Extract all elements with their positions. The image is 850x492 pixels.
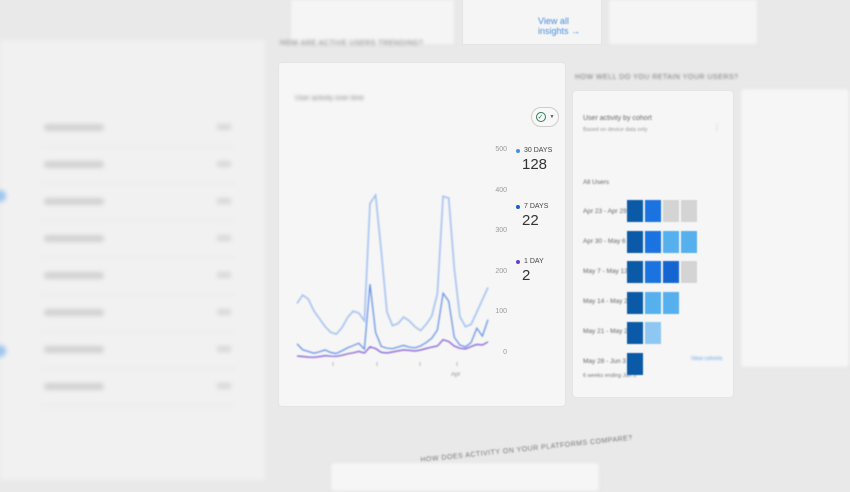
sidebar-item[interactable] (40, 332, 235, 369)
cohort-title: User activity by cohort (583, 115, 652, 122)
sidebar-item[interactable] (40, 369, 235, 406)
y-tick: 500 (495, 146, 507, 153)
cohort-footer: 6 weeks ending Jun 3 (583, 373, 637, 379)
y-tick: 0 (503, 349, 507, 356)
cohort-cell[interactable] (645, 200, 661, 222)
legend-value: 22 (522, 212, 539, 229)
cohort-cell[interactable] (645, 261, 661, 283)
cohort-row-label: Apr 30 - May 6 (583, 238, 626, 245)
indicator-dot (0, 190, 6, 202)
link-label: View all insights (538, 16, 569, 36)
cohort-cell[interactable] (627, 291, 643, 314)
side-card (740, 88, 850, 368)
legend-1-day: 1 DAY 2 (516, 258, 544, 284)
legend-label: 7 DAYS (524, 203, 549, 210)
check-circle-icon: ✓ (535, 112, 546, 122)
platforms-card (330, 462, 600, 492)
cohort-cell[interactable] (663, 230, 679, 253)
series-line-1-day (296, 339, 489, 358)
y-tick: 400 (495, 187, 507, 194)
cohort-cell[interactable] (681, 200, 697, 222)
legend-30-days: 30 DAYS 128 (516, 147, 552, 173)
caret-down-icon: ▼ (549, 114, 555, 120)
cohort-cell[interactable] (681, 230, 697, 253)
activity-line-chart (296, 192, 489, 366)
cohort-row-label: May 14 - May 20 (583, 298, 632, 305)
sidebar-item[interactable] (40, 110, 235, 147)
arrow-icon: → (571, 26, 581, 36)
legend-7-days: 7 DAYS 22 (516, 203, 548, 229)
cohort-cell[interactable] (627, 352, 643, 375)
cohort-cell[interactable] (645, 291, 661, 314)
cohort-cell[interactable] (645, 322, 661, 344)
sidebar-item[interactable] (40, 295, 235, 332)
cohort-subtitle: Based on device data only (583, 127, 648, 133)
cohort-cell[interactable] (645, 230, 661, 253)
sidebar (0, 40, 265, 480)
legend-value: 2 (522, 267, 531, 284)
more-icon[interactable]: ⋮ (713, 123, 721, 132)
y-tick: 300 (495, 227, 507, 234)
legend-dot (516, 148, 520, 153)
sidebar-item[interactable] (40, 258, 235, 295)
cohort-row-label: May 28 - Jun 3 (583, 358, 626, 365)
section-title-trend: How are active users trending? (280, 40, 424, 47)
x-tick: Apr (451, 372, 461, 378)
view-cohorts-link[interactable]: View cohorts (691, 356, 723, 362)
cohort-row-label: May 21 - May 27 (583, 328, 632, 335)
sidebar-item[interactable] (40, 147, 235, 184)
cohort-cell[interactable] (681, 261, 697, 283)
y-tick: 100 (495, 308, 507, 315)
y-tick: 200 (495, 268, 507, 275)
compare-dropdown[interactable]: ✓ ▼ (531, 107, 559, 127)
section-title-retention: How well do you retain your users? (575, 74, 739, 81)
sidebar-item[interactable] (40, 184, 235, 221)
legend-label: 1 DAY (524, 258, 544, 265)
cohort-cell[interactable] (627, 322, 643, 344)
insight-card (608, 0, 758, 45)
legend-dot (516, 259, 520, 264)
all-users-label: All Users (583, 179, 610, 186)
legend-label: 30 DAYS (524, 147, 553, 154)
cohort-row-label: May 7 - May 13 (583, 268, 628, 275)
cohort-cell[interactable] (663, 291, 679, 314)
cohort-cell[interactable] (663, 200, 679, 222)
series-line-30-days (296, 192, 489, 336)
cohort-row-label: Apr 23 - Apr 29 (583, 208, 627, 215)
cohort-cell[interactable] (627, 230, 643, 253)
cohort-cell[interactable] (627, 261, 643, 283)
legend-value: 128 (522, 156, 548, 173)
view-all-insights-link[interactable]: View all insights → (538, 16, 601, 36)
cohort-cell[interactable] (663, 261, 679, 283)
legend-dot (516, 204, 520, 209)
cohort-cell[interactable] (627, 200, 643, 222)
indicator-dot (0, 345, 6, 357)
insight-card (290, 0, 455, 45)
series-line-7-days (296, 284, 489, 355)
sidebar-item[interactable] (40, 221, 235, 258)
card-title: User activity over time (295, 95, 364, 102)
insight-card: View all insights → (462, 0, 602, 45)
